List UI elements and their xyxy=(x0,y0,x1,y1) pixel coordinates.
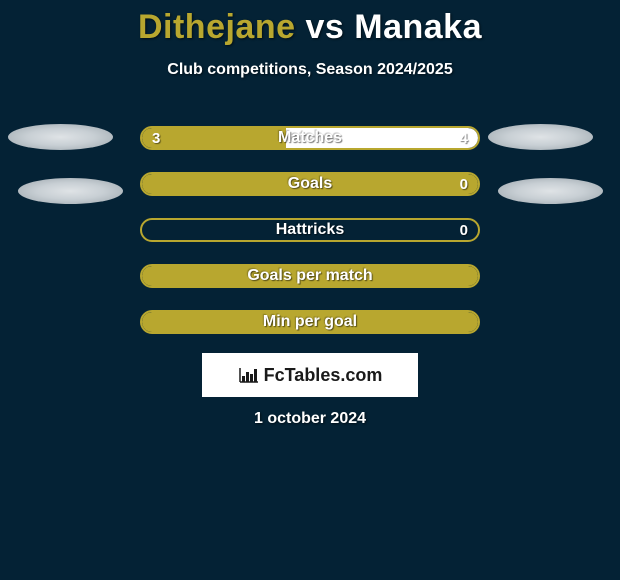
player1-shadow-top xyxy=(8,124,113,150)
player2-shadow-mid xyxy=(498,178,603,204)
player1-name: Dithejane xyxy=(138,8,296,46)
fctables-logo: FcTables.com xyxy=(202,353,418,397)
subtitle: Club competitions, Season 2024/2025 xyxy=(0,61,620,79)
comparison-title: Dithejane vs Manaka xyxy=(0,0,620,47)
stat-bar-min-per-goal: Min per goal xyxy=(140,310,480,334)
bar-fill-left xyxy=(142,128,286,148)
vs-label: vs xyxy=(305,8,344,46)
stat-bar-hattricks: 0Hattricks xyxy=(140,218,480,242)
stat-bar-matches: 34Matches xyxy=(140,126,480,150)
bar-fill-left xyxy=(142,174,478,194)
stat-bars: 34Matches0Goals0HattricksGoals per match… xyxy=(140,126,480,356)
bar-fill-right xyxy=(286,128,478,148)
bar-value-right: 0 xyxy=(460,220,468,240)
bar-value-right: 0 xyxy=(460,174,468,194)
stat-bar-goals-per-match: Goals per match xyxy=(140,264,480,288)
bar-fill-left xyxy=(142,266,478,286)
bar-fill-left xyxy=(142,312,478,332)
stat-bar-goals: 0Goals xyxy=(140,172,480,196)
bar-chart-icon xyxy=(238,366,260,384)
player2-shadow-top xyxy=(488,124,593,150)
bar-value-right: 4 xyxy=(460,128,468,148)
player2-name: Manaka xyxy=(354,8,482,46)
date-label: 1 october 2024 xyxy=(0,410,620,428)
logo-text: FcTables.com xyxy=(264,365,383,386)
logo-content: FcTables.com xyxy=(238,365,383,386)
bar-label: Hattricks xyxy=(142,220,478,240)
bar-value-left: 3 xyxy=(152,128,160,148)
player1-shadow-mid xyxy=(18,178,123,204)
